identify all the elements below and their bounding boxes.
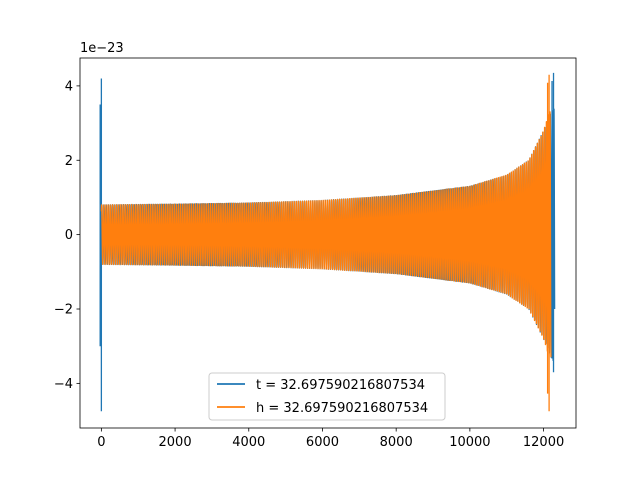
x-tick-label: 4000 <box>232 435 265 450</box>
series-layer <box>99 72 556 412</box>
plot-frame <box>79 57 577 429</box>
x-tick-label: 2000 <box>159 435 192 450</box>
legend: t = 32.697590216807534 h = 32.6975902168… <box>208 372 446 421</box>
series-line-h <box>100 74 552 412</box>
y-tick-label: 4 <box>65 79 73 94</box>
legend-label-h: h = 32.697590216807534 <box>256 401 428 416</box>
y-tick-label: 0 <box>65 228 73 243</box>
y-offset-text: 1e−23 <box>80 41 124 56</box>
x-tick-label: 6000 <box>306 435 339 450</box>
x-tick-label: 0 <box>97 435 105 450</box>
y-tick-label: −2 <box>54 303 73 318</box>
y-tick-label: 2 <box>65 154 73 169</box>
y-axis: −4 −2 0 2 4 <box>54 79 80 392</box>
x-tick-label: 10000 <box>449 435 490 450</box>
legend-box <box>208 372 446 421</box>
y-tick-label: −4 <box>54 377 73 392</box>
x-axis: 0 2000 4000 6000 8000 10000 12000 <box>97 428 564 450</box>
x-tick-label: 8000 <box>380 435 413 450</box>
x-tick-label: 12000 <box>523 435 564 450</box>
legend-label-t: t = 32.697590216807534 <box>256 378 425 393</box>
